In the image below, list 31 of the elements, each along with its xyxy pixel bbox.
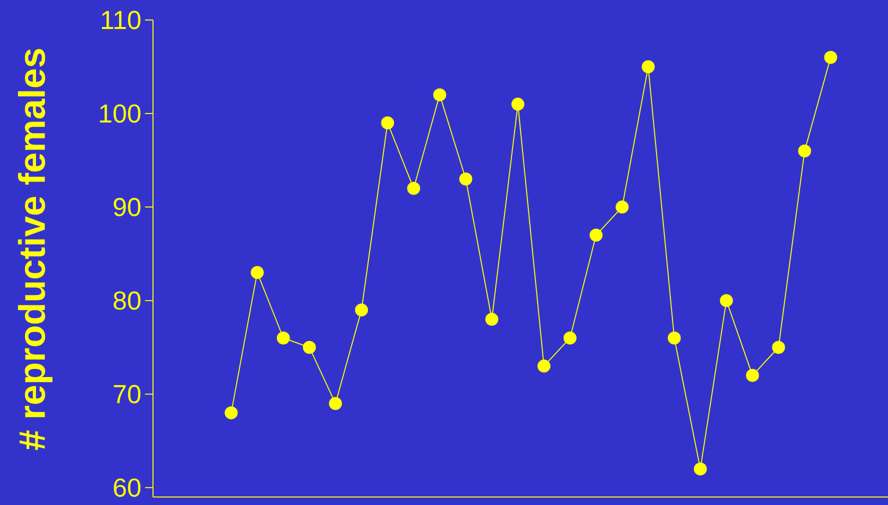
point: [381, 116, 394, 130]
y-axis-title: # reproductive females: [18, 48, 52, 450]
point: [772, 340, 786, 354]
point: [328, 396, 342, 410]
point: [407, 182, 420, 195]
y-tick-label: 110: [102, 10, 140, 30]
point: [590, 228, 603, 242]
point: [485, 312, 498, 326]
point: [694, 462, 707, 476]
point: [511, 98, 524, 111]
point: [537, 360, 550, 373]
point: [302, 340, 316, 354]
point: [564, 332, 577, 344]
point: [459, 172, 472, 186]
point: [720, 294, 733, 308]
y-tick-label: 60: [114, 478, 140, 497]
point: [824, 50, 838, 64]
point: [798, 144, 812, 158]
y-tick-label: 90: [114, 198, 140, 216]
point: [668, 332, 681, 344]
point: [276, 332, 290, 344]
point: [746, 368, 759, 382]
point: [616, 200, 629, 214]
point: [642, 60, 655, 74]
point: [355, 303, 368, 316]
point: [224, 406, 238, 420]
y-tick-label: 70: [114, 384, 140, 404]
y-tick-label: 80: [114, 291, 140, 310]
point: [433, 88, 446, 102]
y-tick-label: 100: [100, 104, 140, 123]
point: [250, 266, 264, 280]
